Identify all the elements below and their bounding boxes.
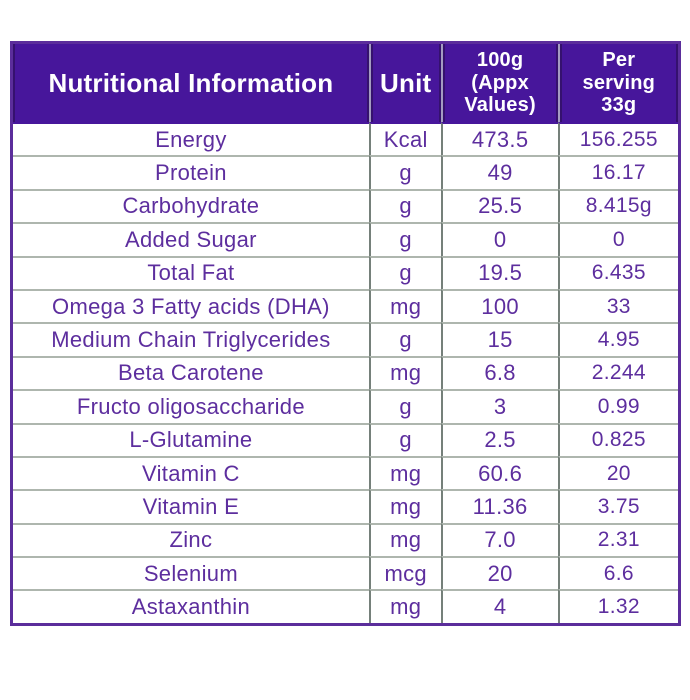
table-row: Beta Carotene mg 6.8 2.244	[13, 355, 678, 390]
value-per-serving: 0	[557, 222, 678, 256]
value-100g: 15	[440, 322, 558, 356]
value-100g: 6.8	[440, 355, 558, 390]
column-header-label-line: Values)	[464, 94, 536, 117]
nutrient-name: Protein	[13, 155, 369, 189]
table-row: Vitamin E mg 11.36 3.75	[13, 489, 678, 523]
value-per-serving: 2.31	[557, 522, 678, 557]
nutrient-unit: g	[368, 222, 441, 256]
nutrient-name: Fructo oligosaccharide	[13, 389, 369, 423]
nutrient-name: Vitamin C	[13, 455, 369, 490]
value-per-serving: 3.75	[557, 489, 678, 523]
column-header-label-line: Per	[602, 49, 636, 72]
nutrient-unit: g	[368, 188, 441, 223]
nutrient-unit: g	[368, 389, 441, 423]
value-per-serving: 0.825	[557, 422, 678, 456]
nutrition-information-table: Nutritional Information Unit 100g (Appx …	[10, 41, 681, 626]
column-header-label: Nutritional Information	[48, 67, 334, 98]
column-header-label-line: serving	[582, 71, 656, 94]
table-row: Vitamin C mg 60.6 20	[13, 455, 678, 490]
table-row: Medium Chain Triglycerides g 15 4.95	[13, 322, 678, 356]
table-row: L-Glutamine g 2.5 0.825	[13, 422, 678, 456]
nutrient-unit: mg	[368, 288, 441, 323]
nutrient-name: Carbohydrate	[13, 188, 369, 223]
nutrient-unit: g	[368, 155, 441, 189]
table-row: Energy Kcal 473.5 156.255	[13, 122, 678, 156]
value-100g: 49	[440, 155, 558, 189]
nutrient-unit: g	[368, 255, 441, 289]
table-row: Added Sugar g 0 0	[13, 222, 678, 256]
nutrient-name: Astaxanthin	[13, 589, 369, 623]
table-row: Zinc mg 7.0 2.31	[13, 522, 678, 557]
table-row: Carbohydrate g 25.5 8.415g	[13, 188, 678, 223]
value-per-serving: 6.435	[557, 255, 678, 289]
nutrient-name: Vitamin E	[13, 489, 369, 523]
value-100g: 473.5	[440, 122, 558, 156]
column-header-unit: Unit	[368, 44, 441, 122]
value-per-serving: 33	[557, 288, 678, 323]
value-100g: 7.0	[440, 522, 558, 557]
nutrient-unit: g	[368, 422, 441, 456]
nutrient-name: Zinc	[13, 522, 369, 557]
nutrient-name: Selenium	[13, 556, 369, 590]
nutrient-unit: mg	[368, 489, 441, 523]
value-100g: 2.5	[440, 422, 558, 456]
nutrient-unit: mg	[368, 522, 441, 557]
column-header-label: Unit	[380, 67, 432, 98]
column-header-per-serving-33g: Per serving 33g	[557, 44, 678, 122]
nutrient-unit: g	[368, 322, 441, 356]
nutrient-name: Beta Carotene	[13, 355, 369, 390]
nutrition-table: Nutritional Information Unit 100g (Appx …	[10, 41, 681, 626]
column-header-nutritional-information: Nutritional Information	[13, 44, 369, 122]
value-per-serving: 6.6	[557, 556, 678, 590]
nutrient-name: Energy	[13, 122, 369, 156]
nutrient-unit: Kcal	[368, 122, 441, 156]
value-per-serving: 4.95	[557, 322, 678, 356]
nutrient-name: Medium Chain Triglycerides	[13, 322, 369, 356]
value-100g: 4	[440, 589, 558, 623]
value-100g: 19.5	[440, 255, 558, 289]
column-header-label-line: (Appx	[471, 71, 529, 94]
nutrient-name: Omega 3 Fatty acids (DHA)	[13, 288, 369, 323]
value-100g: 100	[440, 288, 558, 323]
value-per-serving: 8.415g	[557, 188, 678, 223]
nutrient-unit: mg	[368, 355, 441, 390]
value-100g: 20	[440, 556, 558, 590]
column-header-label-line: 33g	[601, 94, 637, 117]
nutrient-unit: mg	[368, 589, 441, 623]
nutrient-name: Total Fat	[13, 255, 369, 289]
value-per-serving: 156.255	[557, 122, 678, 156]
table-body: Energy Kcal 473.5 156.255 Protein g 49 1…	[13, 122, 678, 623]
value-100g: 60.6	[440, 455, 558, 490]
value-per-serving: 16.17	[557, 155, 678, 189]
table-row: Total Fat g 19.5 6.435	[13, 255, 678, 289]
table-row: Protein g 49 16.17	[13, 155, 678, 189]
value-per-serving: 2.244	[557, 355, 678, 390]
nutrient-unit: mg	[368, 455, 441, 490]
table-row: Astaxanthin mg 4 1.32	[13, 589, 678, 623]
nutrient-name: Added Sugar	[13, 222, 369, 256]
column-header-label-line: 100g	[476, 49, 524, 72]
value-100g: 0	[440, 222, 558, 256]
value-100g: 11.36	[440, 489, 558, 523]
nutrient-unit: mcg	[368, 556, 441, 590]
nutrient-name: L-Glutamine	[13, 422, 369, 456]
column-header-100g-appx-values: 100g (Appx Values)	[440, 44, 558, 122]
value-per-serving: 0.99	[557, 389, 678, 423]
value-100g: 25.5	[440, 188, 558, 223]
table-header: Nutritional Information Unit 100g (Appx …	[13, 44, 678, 122]
value-per-serving: 1.32	[557, 589, 678, 623]
table-row: Fructo oligosaccharide g 3 0.99	[13, 389, 678, 423]
value-per-serving: 20	[557, 455, 678, 490]
value-100g: 3	[440, 389, 558, 423]
table-row: Selenium mcg 20 6.6	[13, 556, 678, 590]
table-row: Omega 3 Fatty acids (DHA) mg 100 33	[13, 288, 678, 323]
